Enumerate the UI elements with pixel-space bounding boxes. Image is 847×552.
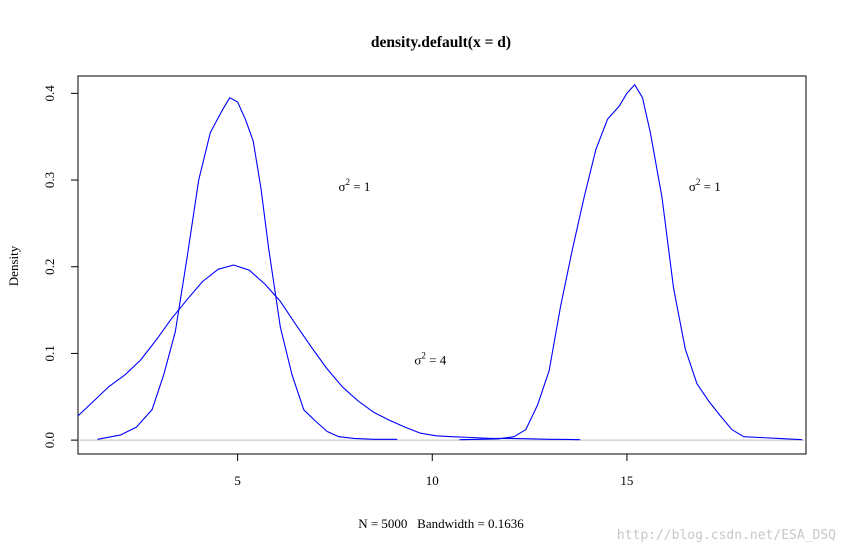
y-axis-label: Density — [6, 245, 21, 286]
x-tick-label: 5 — [234, 473, 241, 488]
y-tick-label: 0.4 — [42, 85, 57, 102]
x-axis-label: N = 5000 Bandwidth = 0.1636 — [358, 516, 524, 531]
y-tick-label: 0.2 — [42, 259, 57, 275]
watermark: http://blog.csdn.net/ESA_DSQ — [617, 528, 836, 543]
x-tick-label: 15 — [620, 473, 633, 488]
sigma-annotation: σ2 = 1 — [338, 177, 370, 194]
y-axis: 0.0 0.1 0.2 0.3 0.4 — [42, 85, 79, 448]
density-curve — [459, 84, 803, 441]
sigma-annotation: σ2 = 1 — [689, 177, 721, 194]
x-tick-label: 10 — [426, 473, 439, 488]
plot-area — [77, 84, 806, 441]
sigma-annotation: σ2 = 4 — [414, 351, 446, 368]
chart-title: density.default(x = d) — [371, 34, 511, 51]
annotations: σ2 = 1 σ2 = 4 σ2 = 1 — [338, 177, 720, 367]
y-tick-label: 0.1 — [42, 345, 57, 361]
plot-frame — [77, 75, 807, 455]
y-tick-label: 0.3 — [42, 172, 57, 188]
y-tick-label: 0.0 — [42, 432, 57, 448]
x-axis: 5 10 15 — [234, 453, 633, 488]
density-curve — [97, 97, 398, 440]
density-curve — [77, 264, 581, 441]
